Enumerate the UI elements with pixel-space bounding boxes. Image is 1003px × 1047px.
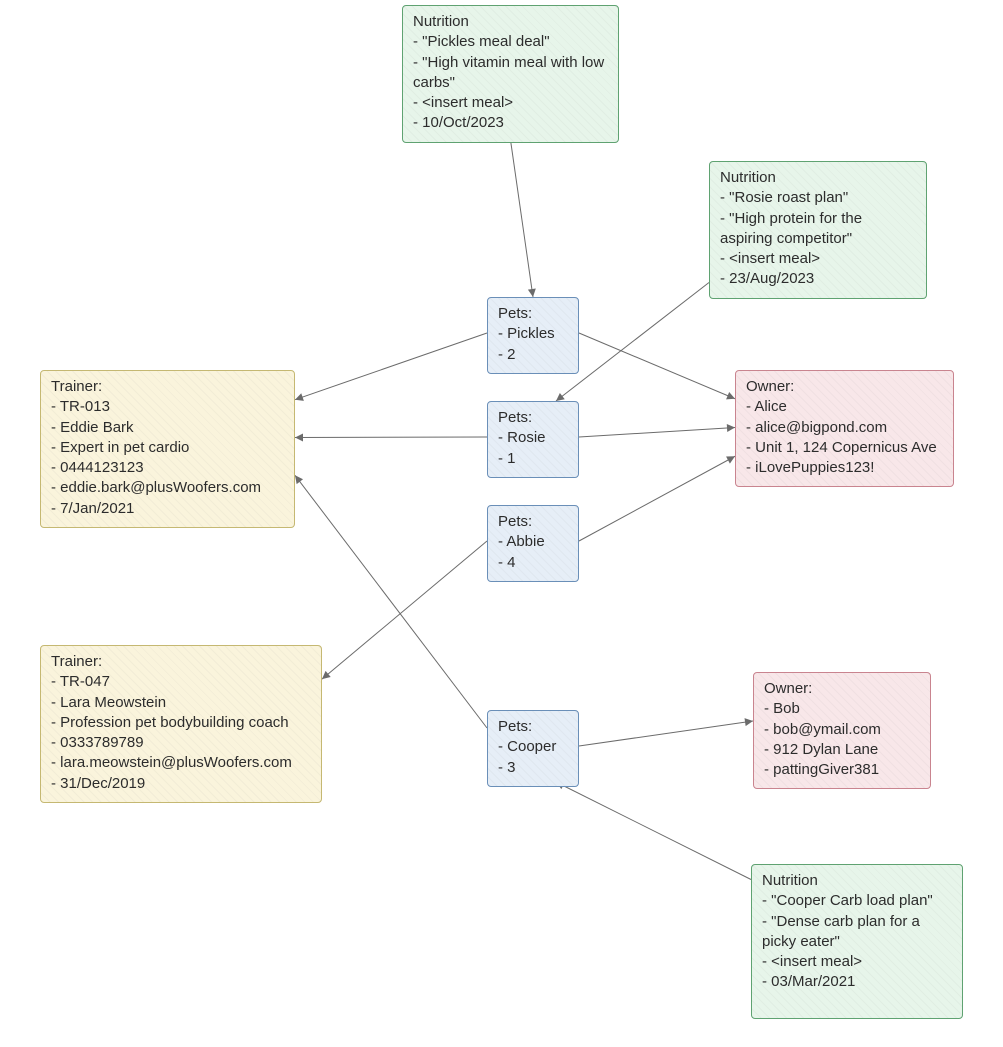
edge	[511, 140, 534, 297]
node-title: Pets:	[498, 512, 568, 532]
edge	[579, 456, 735, 541]
node-line: - Expert in pet cardio	[51, 438, 284, 458]
node-line: - "Rosie roast plan"	[720, 188, 916, 208]
node-title: Trainer:	[51, 652, 311, 672]
node-line: - Unit 1, 124 Copernicus Ave	[746, 438, 943, 458]
node-title: Nutrition	[413, 12, 608, 32]
trainer-node-eddie: Trainer: - TR-013 - Eddie Bark - Expert …	[40, 370, 295, 528]
edge	[579, 428, 735, 438]
node-line: - eddie.bark@plusWoofers.com	[51, 478, 284, 498]
node-line: - "Pickles meal deal"	[413, 32, 608, 52]
node-line: - Rosie	[498, 428, 568, 448]
node-title: Owner:	[764, 679, 920, 699]
node-line: - "High protein for the aspiring competi…	[720, 209, 916, 250]
edge	[295, 437, 487, 438]
pet-node-cooper: Pets: - Cooper - 3	[487, 710, 579, 787]
node-line: - bob@ymail.com	[764, 720, 920, 740]
node-line: - TR-013	[51, 397, 284, 417]
pet-node-abbie: Pets: - Abbie - 4	[487, 505, 579, 582]
nutrition-node-cooper: Nutrition - "Cooper Carb load plan" - "D…	[751, 864, 963, 1019]
edge	[579, 721, 753, 746]
pet-node-rosie: Pets: - Rosie - 1	[487, 401, 579, 478]
edge	[295, 475, 487, 728]
node-line: - 0444123123	[51, 458, 284, 478]
node-title: Pets:	[498, 408, 568, 428]
node-line: - 7/Jan/2021	[51, 499, 284, 519]
node-title: Pets:	[498, 304, 568, 324]
owner-node-alice: Owner: - Alice - alice@bigpond.com - Uni…	[735, 370, 954, 487]
node-line: - Alice	[746, 397, 943, 417]
node-line: - <insert meal>	[413, 93, 608, 113]
node-line: - 912 Dylan Lane	[764, 740, 920, 760]
node-line: - Abbie	[498, 532, 568, 552]
node-title: Trainer:	[51, 377, 284, 397]
node-line: - Lara Meowstein	[51, 693, 311, 713]
node-line: - Cooper	[498, 737, 568, 757]
edge	[579, 333, 735, 399]
edge	[322, 541, 487, 679]
pet-node-pickles: Pets: - Pickles - 2	[487, 297, 579, 374]
node-line: - 31/Dec/2019	[51, 774, 311, 794]
node-line: - Eddie Bark	[51, 418, 284, 438]
node-line: - <insert meal>	[762, 952, 952, 972]
node-line: - 2	[498, 345, 568, 365]
nutrition-node-rosie: Nutrition - "Rosie roast plan" - "High p…	[709, 161, 927, 299]
node-title: Nutrition	[762, 871, 952, 891]
node-line: - Pickles	[498, 324, 568, 344]
node-line: - "Cooper Carb load plan"	[762, 891, 952, 911]
edge	[556, 782, 751, 880]
node-title: Owner:	[746, 377, 943, 397]
node-title: Pets:	[498, 717, 568, 737]
node-line: - alice@bigpond.com	[746, 418, 943, 438]
owner-node-bob: Owner: - Bob - bob@ymail.com - 912 Dylan…	[753, 672, 931, 789]
node-line: - 3	[498, 758, 568, 778]
node-line: - 0333789789	[51, 733, 311, 753]
node-line: - 1	[498, 449, 568, 469]
node-line: - iLovePuppies123!	[746, 458, 943, 478]
node-line: - lara.meowstein@plusWoofers.com	[51, 753, 311, 773]
node-line: - Bob	[764, 699, 920, 719]
node-title: Nutrition	[720, 168, 916, 188]
diagram-canvas: { "type": "network", "background_color":…	[0, 0, 1003, 1047]
edge	[295, 333, 487, 400]
node-line: - 10/Oct/2023	[413, 113, 608, 133]
node-line: - <insert meal>	[720, 249, 916, 269]
node-line: - 4	[498, 553, 568, 573]
node-line: - 03/Mar/2021	[762, 972, 952, 992]
trainer-node-lara: Trainer: - TR-047 - Lara Meowstein - Pro…	[40, 645, 322, 803]
node-line: - pattingGiver381	[764, 760, 920, 780]
node-line: - "Dense carb plan for a picky eater"	[762, 912, 952, 953]
node-line: - TR-047	[51, 672, 311, 692]
nutrition-node-pickles: Nutrition - "Pickles meal deal" - "High …	[402, 5, 619, 143]
node-line: - Profession pet bodybuilding coach	[51, 713, 311, 733]
node-line: - 23/Aug/2023	[720, 269, 916, 289]
node-line: - "High vitamin meal with low carbs"	[413, 53, 608, 94]
